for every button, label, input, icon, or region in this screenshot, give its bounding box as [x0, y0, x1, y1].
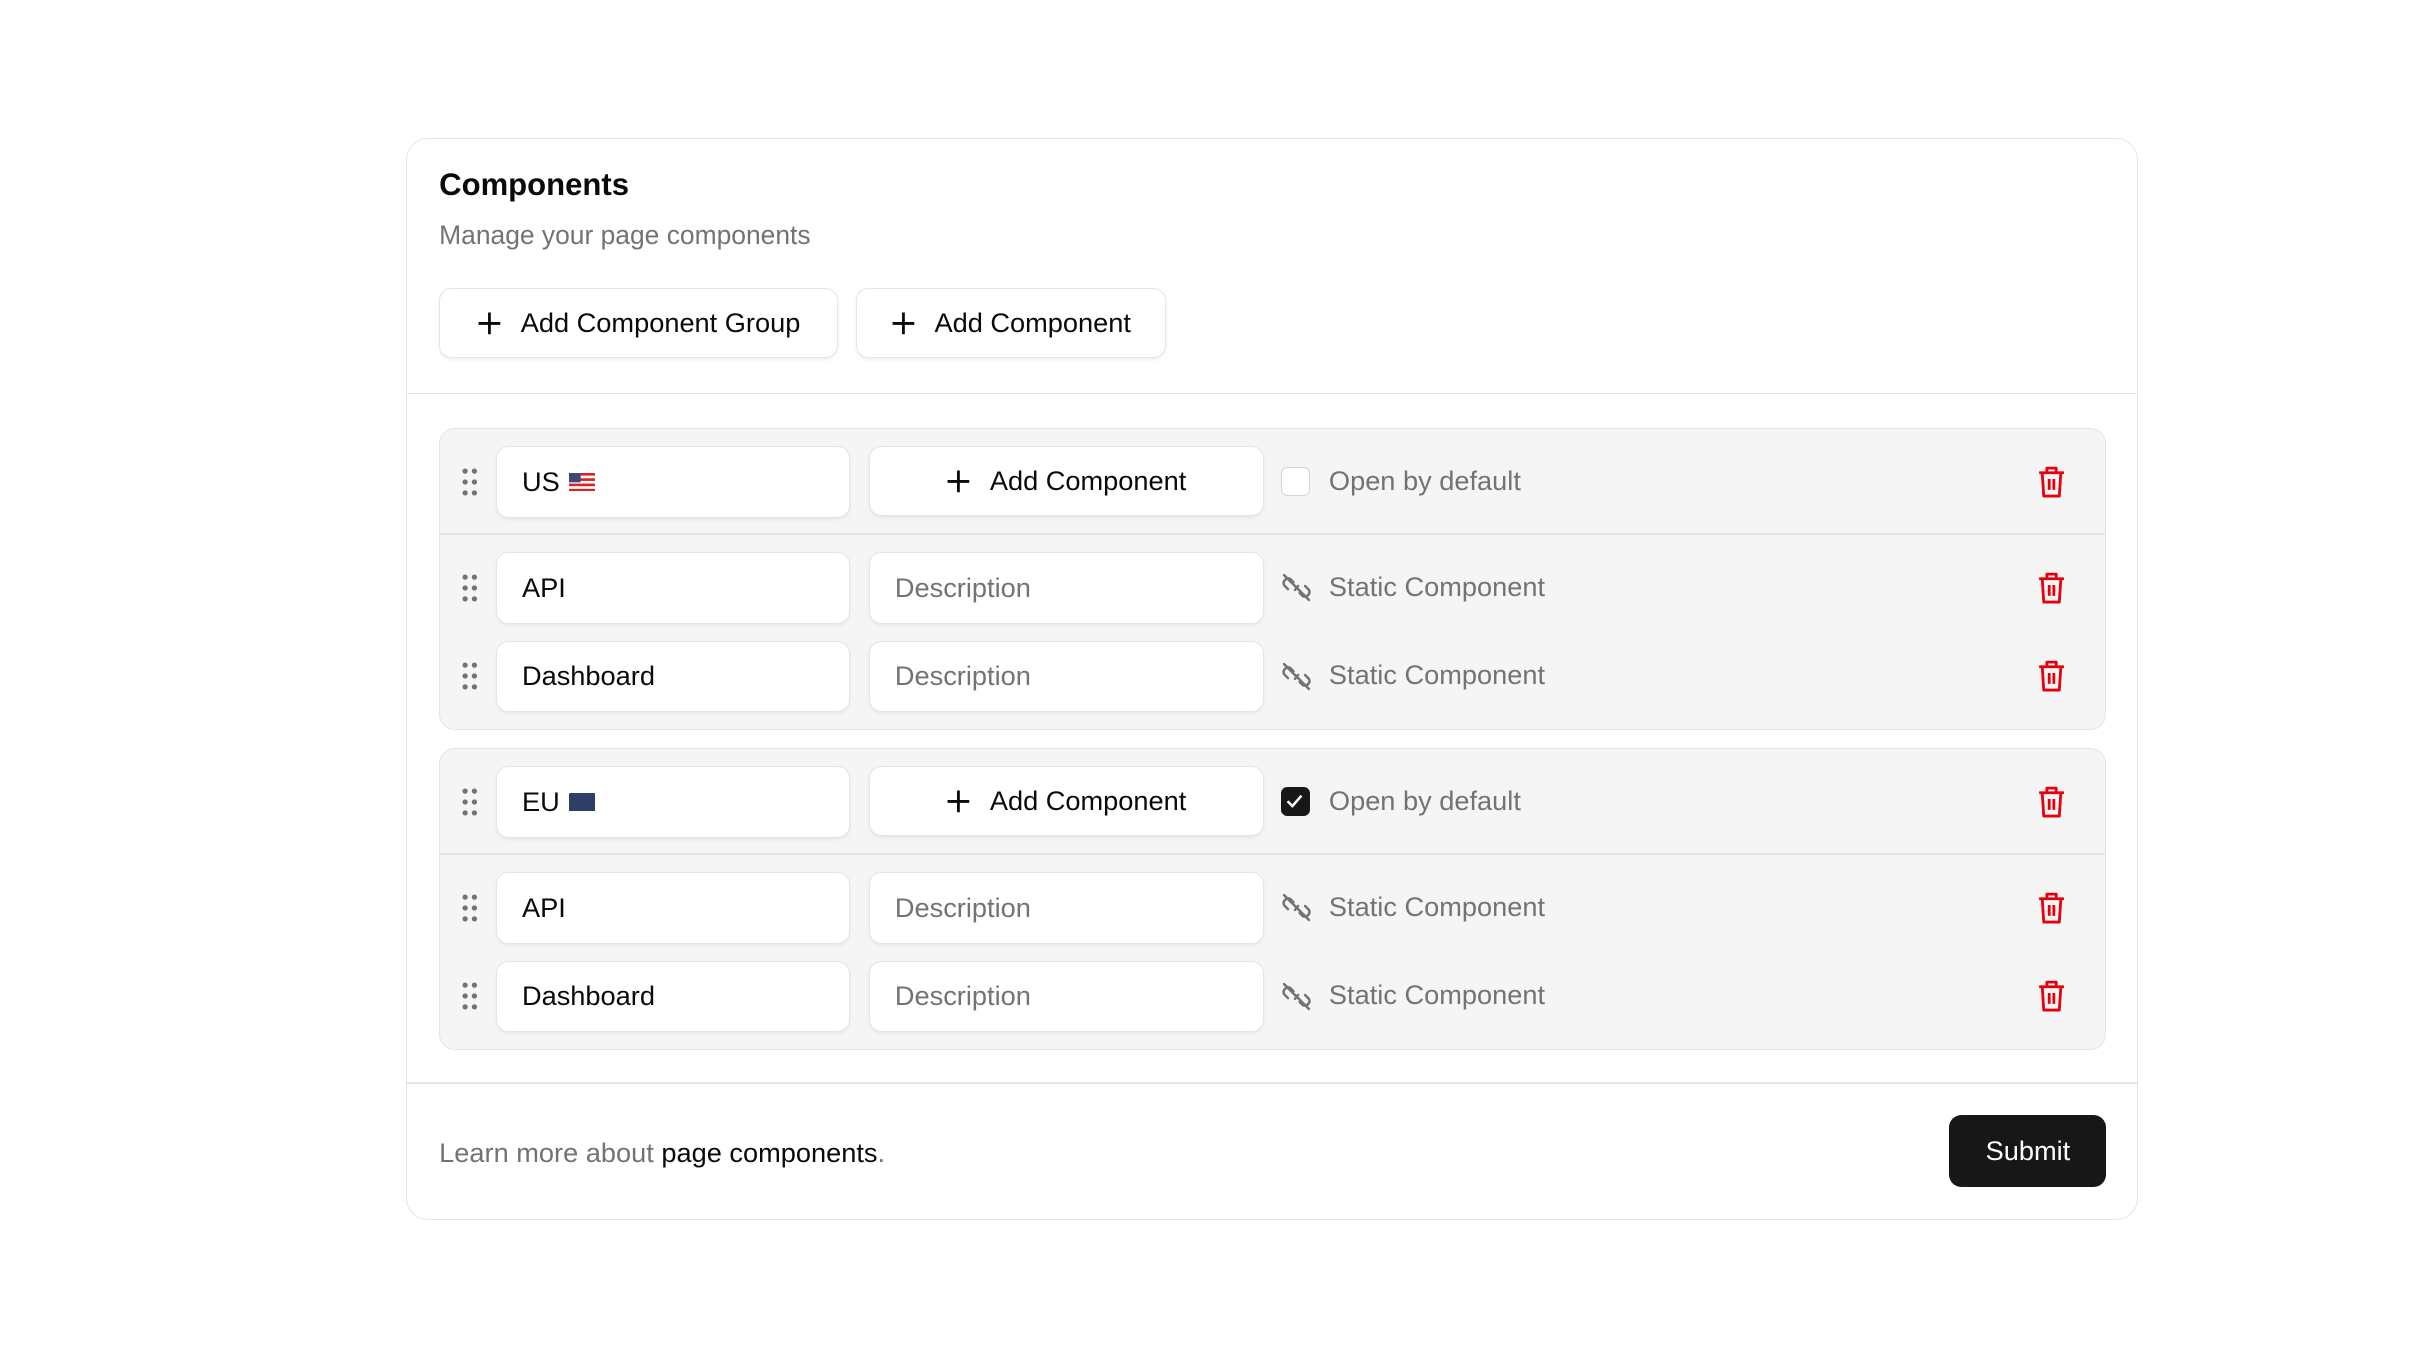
component-name-value: API [521, 891, 566, 923]
component-row: API Description Static Component [440, 872, 2105, 944]
static-component-label: Static Component [1328, 979, 1546, 1011]
open-by-default-label: Open by default [1328, 465, 1521, 496]
drag-handle-icon[interactable] [462, 662, 478, 690]
drag-handle-icon[interactable] [462, 982, 478, 1010]
plus-icon [892, 312, 915, 335]
components-card: Components Manage your page components A… [405, 138, 2139, 1220]
plus-icon [947, 470, 970, 493]
open-by-default-checkbox[interactable] [1280, 786, 1311, 817]
component-name-input[interactable]: API [496, 872, 851, 944]
open-by-default-checkbox[interactable] [1280, 466, 1311, 497]
component-name-input[interactable]: Dashboard [496, 640, 851, 713]
group-name-input[interactable]: EU [496, 766, 851, 838]
description-placeholder: Description [894, 980, 1031, 1012]
trash-icon[interactable] [2036, 465, 2067, 499]
unlink-icon [1282, 894, 1311, 922]
drag-handle-icon[interactable] [462, 788, 478, 816]
page-title: Components [439, 167, 629, 203]
plus-icon [478, 312, 501, 335]
group-name-value: EU [521, 786, 560, 818]
group-header-row: US Add Component Open by default [440, 446, 2105, 518]
component-name-input[interactable]: API [496, 552, 851, 624]
component-name-value: Dashboard [521, 980, 655, 1012]
unlink-icon [1282, 982, 1311, 1011]
divider [440, 853, 2106, 855]
trash-icon[interactable] [2036, 785, 2067, 819]
learn-more-prefix: Learn more about [439, 1136, 662, 1168]
add-component-label: Add Component [989, 785, 1187, 817]
component-row: API Description Static Component [440, 552, 2105, 624]
description-placeholder: Description [894, 571, 1031, 603]
add-component-label: Add Component [989, 465, 1187, 497]
group-name-input[interactable]: US [496, 446, 851, 518]
component-name-value: Dashboard [521, 660, 655, 692]
group-name-value: US [521, 466, 560, 498]
divider [406, 1082, 2138, 1084]
drag-handle-icon[interactable] [462, 894, 478, 922]
static-component-label: Static Component [1328, 890, 1546, 922]
divider [406, 392, 2138, 395]
group-add-component-button[interactable]: Add Component [869, 446, 1264, 517]
page-components-link[interactable]: page components [661, 1136, 878, 1168]
component-name-input[interactable]: Dashboard [496, 960, 851, 1033]
plus-icon [947, 790, 970, 813]
component-row: Dashboard Description Static Component [440, 960, 2105, 1033]
component-group: US Add Component Open by default API Des… [439, 428, 2107, 730]
submit-button[interactable]: Submit [1949, 1115, 2107, 1187]
drag-handle-icon[interactable] [462, 574, 478, 602]
add-component-button[interactable]: Add Component [855, 288, 1167, 359]
trash-icon[interactable] [2036, 979, 2067, 1013]
check-icon [1286, 794, 1303, 808]
us-flag-icon [569, 472, 596, 492]
component-description-input[interactable]: Description [869, 640, 1264, 713]
unlink-icon [1282, 574, 1311, 602]
footer-text: Learn more about page components. [439, 1137, 885, 1169]
trash-icon[interactable] [2036, 891, 2067, 925]
description-placeholder: Description [894, 660, 1031, 692]
add-component-label: Add Component [934, 307, 1131, 339]
unlink-icon [1282, 662, 1311, 690]
trash-icon[interactable] [2036, 659, 2067, 693]
component-description-input[interactable]: Description [869, 552, 1264, 624]
group-add-component-button[interactable]: Add Component [869, 766, 1264, 837]
open-by-default-label: Open by default [1328, 785, 1521, 817]
trash-icon[interactable] [2036, 571, 2067, 605]
component-group: EU Add Component Open by default API Des… [439, 748, 2107, 1050]
eu-flag-icon [569, 792, 596, 812]
component-name-value: API [521, 571, 566, 603]
divider [440, 533, 2106, 535]
component-row: Dashboard Description Static Component [440, 640, 2105, 713]
add-component-group-button[interactable]: Add Component Group [439, 288, 839, 359]
add-component-group-label: Add Component Group [520, 307, 801, 339]
page-subtitle: Manage your page components [439, 220, 811, 251]
drag-handle-icon[interactable] [462, 468, 478, 496]
description-placeholder: Description [894, 891, 1031, 923]
group-header-row: EU Add Component Open by default [440, 766, 2105, 838]
component-description-input[interactable]: Description [869, 960, 1264, 1033]
static-component-label: Static Component [1328, 570, 1546, 602]
static-component-label: Static Component [1328, 659, 1546, 691]
component-description-input[interactable]: Description [869, 872, 1264, 944]
learn-more-suffix: . [877, 1136, 886, 1168]
